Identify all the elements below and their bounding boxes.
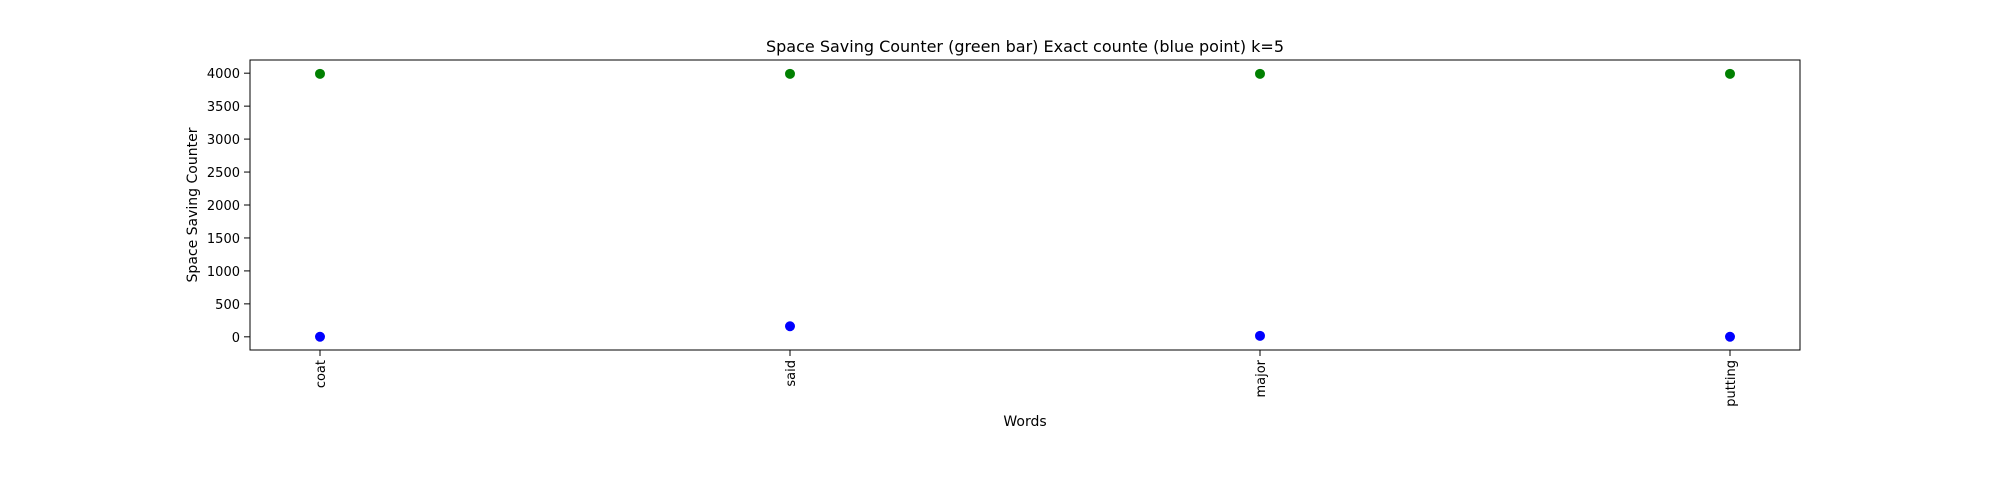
data-points (315, 68, 1735, 342)
data-point-series-1 (785, 68, 795, 79)
y-tick-label: 2500 (207, 166, 240, 181)
data-point-series-2 (315, 331, 325, 342)
y-tick-label: 500 (215, 298, 240, 313)
x-axis-label: Words (1003, 414, 1046, 430)
y-tick-label: 0 (232, 331, 240, 346)
x-tick-label: coat (314, 360, 329, 388)
data-point-series-1 (1255, 68, 1265, 79)
x-tick-label: putting (1724, 360, 1739, 407)
chart-title: Space Saving Counter (green bar) Exact c… (766, 37, 1284, 56)
y-tick-label: 1000 (207, 265, 240, 280)
x-tick-label: major (1254, 359, 1269, 397)
y-tick-label: 2000 (207, 199, 240, 214)
x-axis: coat said major putting (314, 350, 1739, 407)
y-axis-label: Space Saving Counter (185, 127, 201, 282)
data-point-series-2 (1725, 331, 1735, 342)
y-tick-label: 3000 (207, 133, 240, 148)
data-point-series-2 (785, 321, 795, 332)
y-tick-label: 1500 (207, 232, 240, 247)
x-tick-label: said (784, 360, 799, 387)
y-tick-label: 4000 (207, 67, 240, 82)
y-tick-label: 3500 (207, 100, 240, 115)
data-point-series-1 (1725, 68, 1735, 79)
y-axis: 0 500 1000 1500 2000 2500 3000 3500 4000 (207, 67, 250, 346)
data-point-series-2 (1255, 330, 1265, 341)
plot-area (249, 59, 1801, 351)
data-point-series-1 (315, 68, 325, 79)
